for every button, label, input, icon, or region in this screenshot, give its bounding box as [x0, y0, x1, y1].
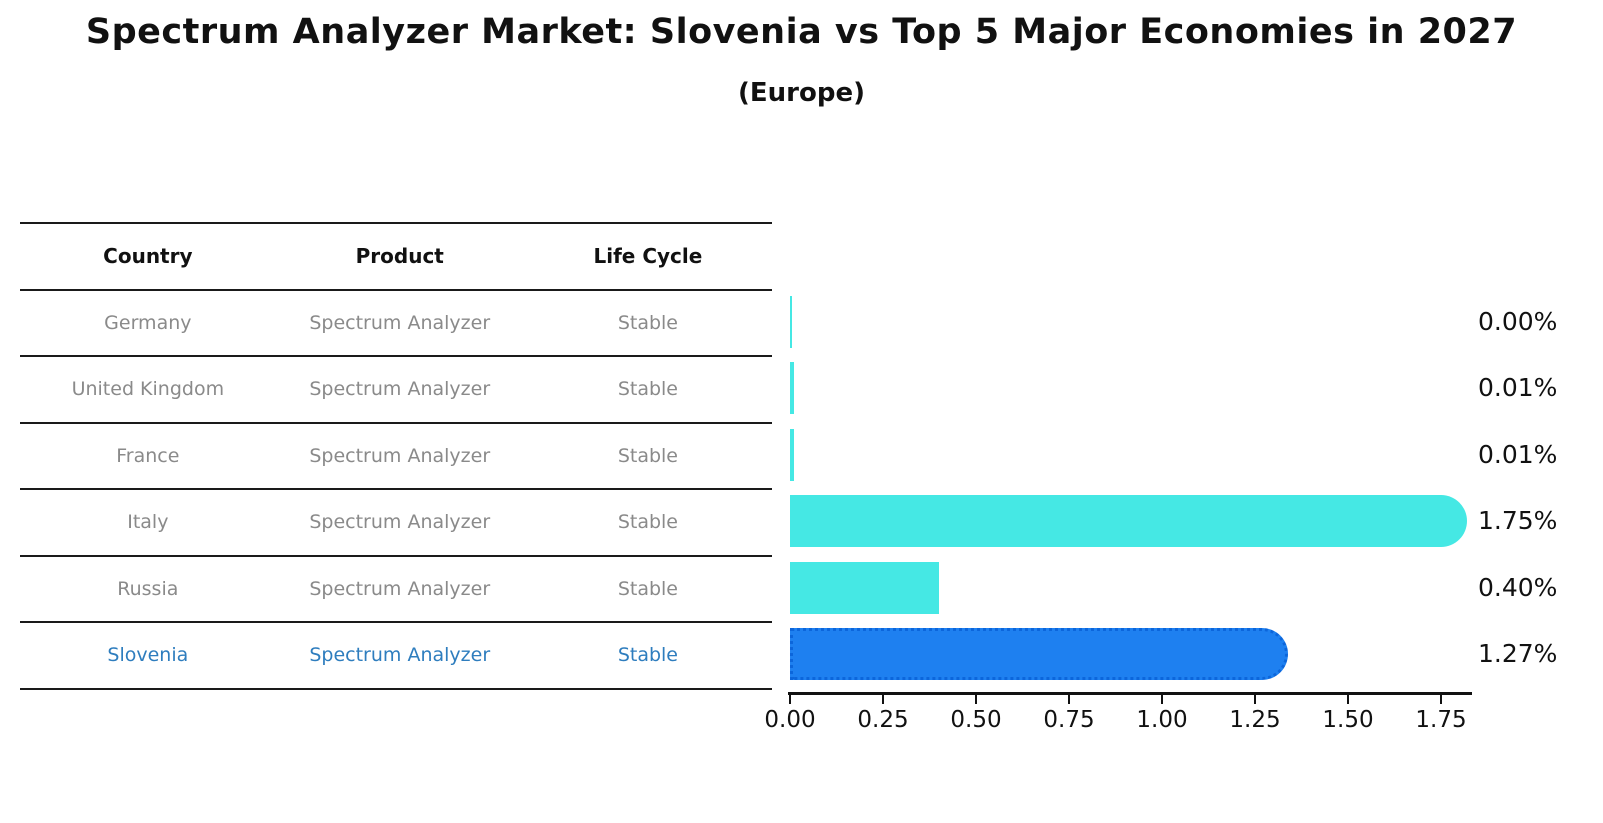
- table-cell-product: Spectrum Analyzer: [309, 577, 491, 600]
- table-header-row: Country Product Life Cycle: [20, 224, 772, 291]
- bar-france: [790, 428, 794, 481]
- table-cell-country: United Kingdom: [71, 378, 225, 401]
- chart-subtitle: (Europe): [738, 78, 865, 108]
- table-cell-life-cycle: Stable: [617, 644, 678, 667]
- table-cell-product: Spectrum Analyzer: [309, 511, 491, 534]
- x-axis-line: [788, 692, 1472, 695]
- column-header-life-cycle: Life Cycle: [593, 244, 703, 269]
- table-cell-country: France: [116, 444, 180, 467]
- table-row-italy: Italy Spectrum Analyzer Stable: [20, 490, 772, 557]
- x-tick-mark: [1068, 695, 1070, 704]
- chart-title: Spectrum Analyzer Market: Slovenia vs To…: [85, 12, 1518, 52]
- table-row-germany: Germany Spectrum Analyzer Stable: [20, 291, 772, 357]
- table-cell-product: Spectrum Analyzer: [309, 378, 491, 401]
- bar-value-label: 0.01%: [1478, 439, 1558, 469]
- x-tick-label: 1.75: [1415, 707, 1467, 733]
- table-cell-product: Spectrum Analyzer: [309, 311, 491, 334]
- table-cell-life-cycle: Stable: [617, 577, 678, 600]
- table-row-slovenia: Slovenia Spectrum Analyzer Stable: [20, 623, 772, 690]
- x-tick-label: 1.25: [1229, 707, 1281, 733]
- column-header-product: Product: [355, 244, 444, 269]
- table-cell-life-cycle: Stable: [617, 311, 678, 334]
- table-cell-product: Spectrum Analyzer: [309, 444, 491, 467]
- x-tick-mark: [975, 695, 977, 704]
- table-cell-country: Slovenia: [107, 644, 189, 667]
- bar-slovenia: [790, 628, 1289, 681]
- x-tick-mark: [1440, 695, 1442, 704]
- column-header-country: Country: [103, 244, 193, 269]
- bar-value-label: 1.75%: [1478, 506, 1558, 536]
- x-tick-mark: [882, 695, 884, 704]
- bar-value-label: 0.40%: [1478, 572, 1558, 602]
- table-cell-country: Germany: [104, 311, 192, 334]
- x-tick-label: 0.50: [950, 707, 1002, 733]
- bar-value-label: 0.01%: [1478, 373, 1558, 403]
- table-cell-product: Spectrum Analyzer: [309, 644, 491, 667]
- table-cell-country: Russia: [117, 577, 179, 600]
- table-row-france: France Spectrum Analyzer Stable: [20, 424, 772, 490]
- table-row-russia: Russia Spectrum Analyzer Stable: [20, 557, 772, 623]
- bar-united-kingdom: [790, 362, 794, 415]
- x-tick-mark: [1254, 695, 1256, 704]
- table-cell-life-cycle: Stable: [617, 511, 678, 534]
- table-cell-life-cycle: Stable: [617, 378, 678, 401]
- bar-italy: [790, 495, 1467, 548]
- x-tick-label: 0.00: [764, 707, 816, 733]
- x-tick-mark: [789, 695, 791, 704]
- x-tick-label: 1.50: [1322, 707, 1374, 733]
- table-cell-country: Italy: [127, 511, 169, 534]
- table-cell-life-cycle: Stable: [617, 444, 678, 467]
- x-tick-mark: [1161, 695, 1163, 704]
- table-body: Germany Spectrum Analyzer Stable United Kin…: [20, 291, 772, 690]
- bar-value-label: 1.27%: [1478, 639, 1558, 669]
- country-table: Country Product Life Cycle Germany Spectr…: [20, 222, 772, 690]
- x-tick-label: 0.75: [1043, 707, 1095, 733]
- table-row-united-kingdom: United Kingdom Spectrum Analyzer Stable: [20, 357, 772, 424]
- x-tick-mark: [1347, 695, 1349, 704]
- x-tick-label: 0.25: [857, 707, 909, 733]
- bar-germany: [790, 295, 792, 348]
- bar-russia: [790, 561, 939, 614]
- x-tick-label: 1.00: [1136, 707, 1188, 733]
- bar-value-label: 0.00%: [1478, 306, 1558, 336]
